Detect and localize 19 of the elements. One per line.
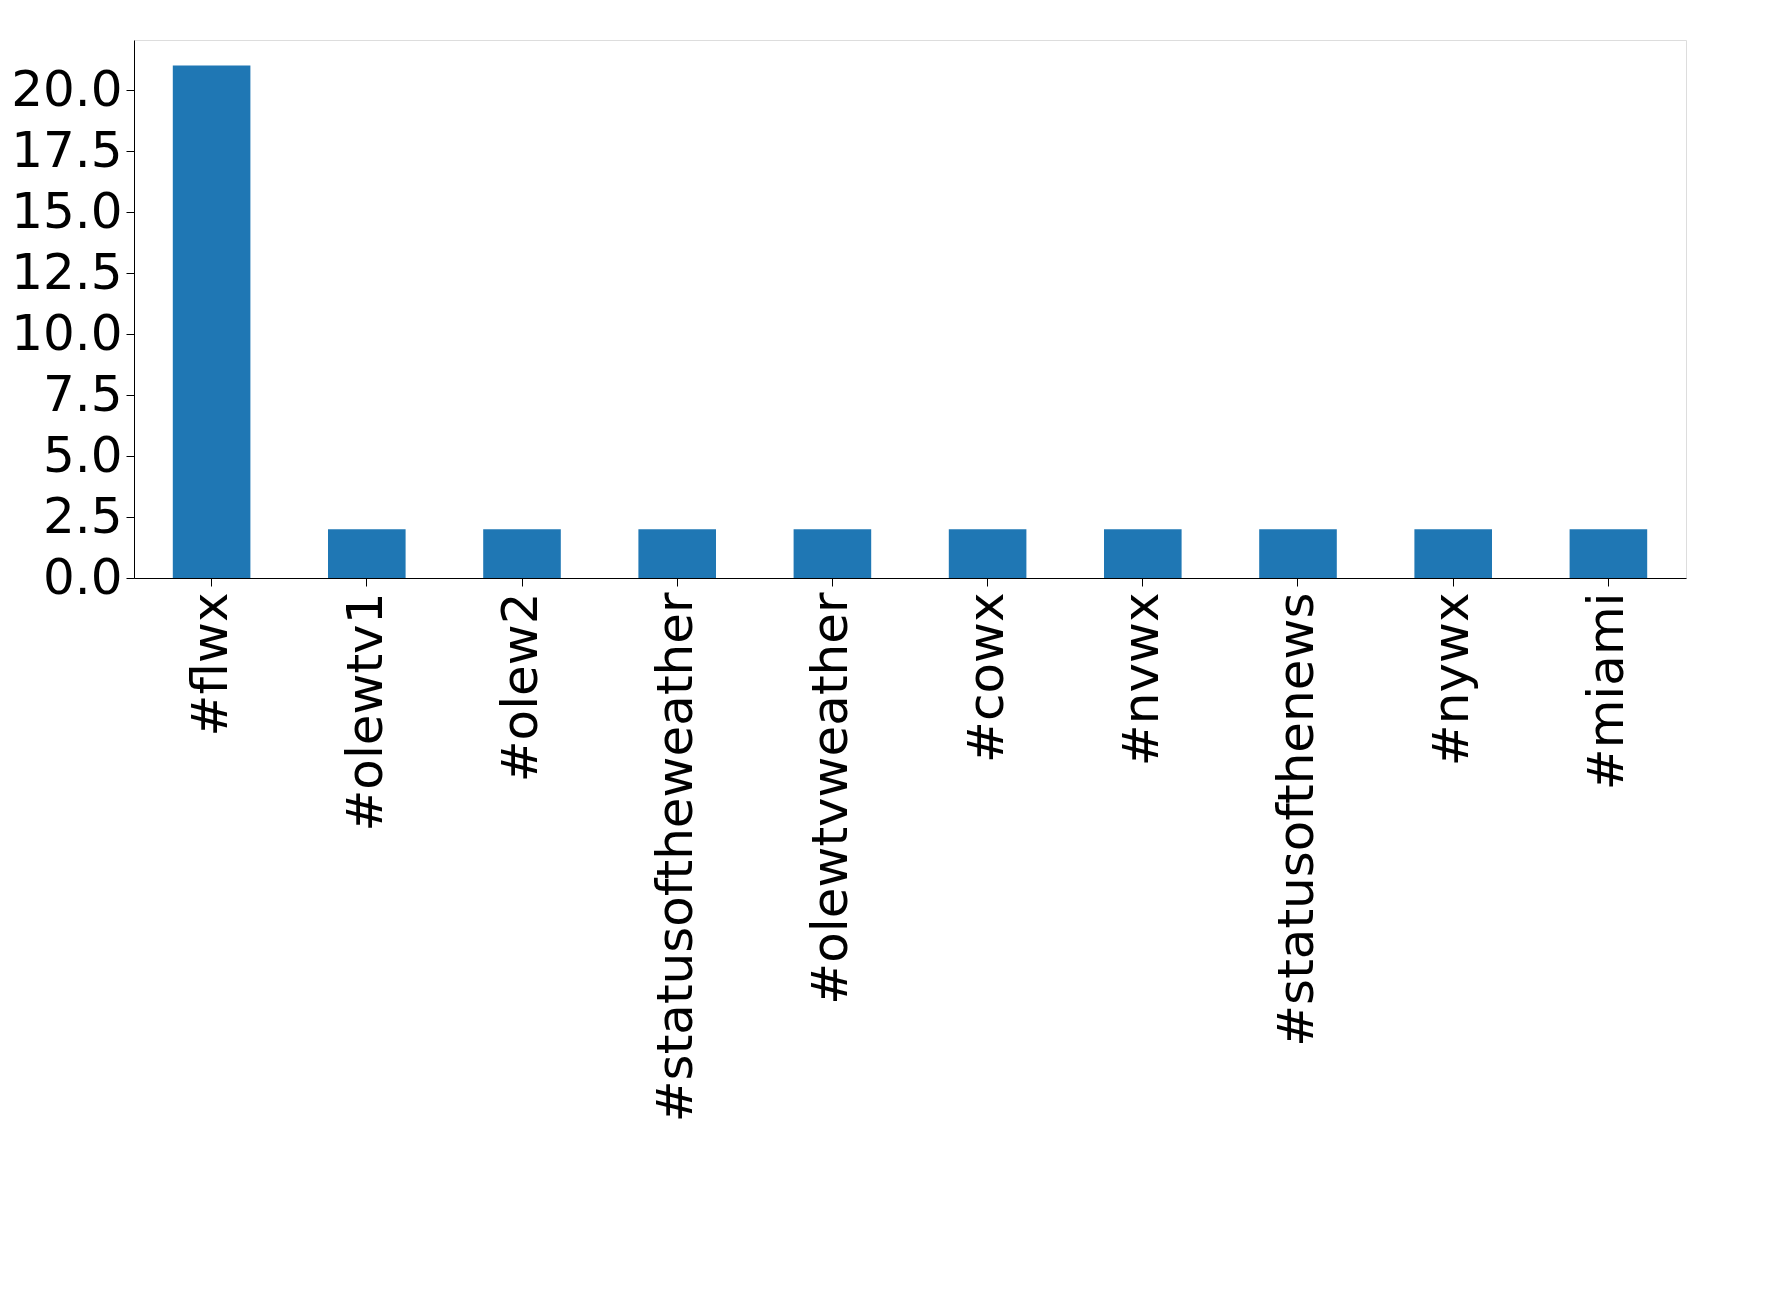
- x-tick-label: #olewtvweather: [801, 592, 860, 1005]
- x-tick-label: #cowx: [956, 592, 1015, 763]
- y-tick-label: 2.5: [42, 486, 123, 545]
- x-tick-label: #nvwx: [1111, 592, 1170, 767]
- x-tick-label: #flwx: [180, 592, 239, 737]
- y-tick-label: 7.5: [42, 364, 123, 423]
- x-tick-label: #statusoftheweather: [646, 592, 705, 1123]
- y-tick-label: 17.5: [11, 120, 123, 179]
- y-tick-label: 15.0: [11, 181, 123, 240]
- y-tick-label: 5.0: [42, 425, 123, 484]
- y-tick-label: 0.0: [42, 547, 123, 606]
- x-tick-label: #nywx: [1422, 592, 1481, 767]
- y-tick-label: 12.5: [11, 242, 123, 301]
- x-tick-label: #olew2: [491, 592, 549, 783]
- y-tick-label: 10.0: [11, 303, 123, 362]
- x-tick-label: #miami: [1577, 592, 1636, 791]
- y-tick-label: 20.0: [11, 59, 123, 118]
- x-tick-label: #statusofthenews: [1267, 592, 1325, 1047]
- x-tick-label: #olewtv1: [335, 592, 394, 832]
